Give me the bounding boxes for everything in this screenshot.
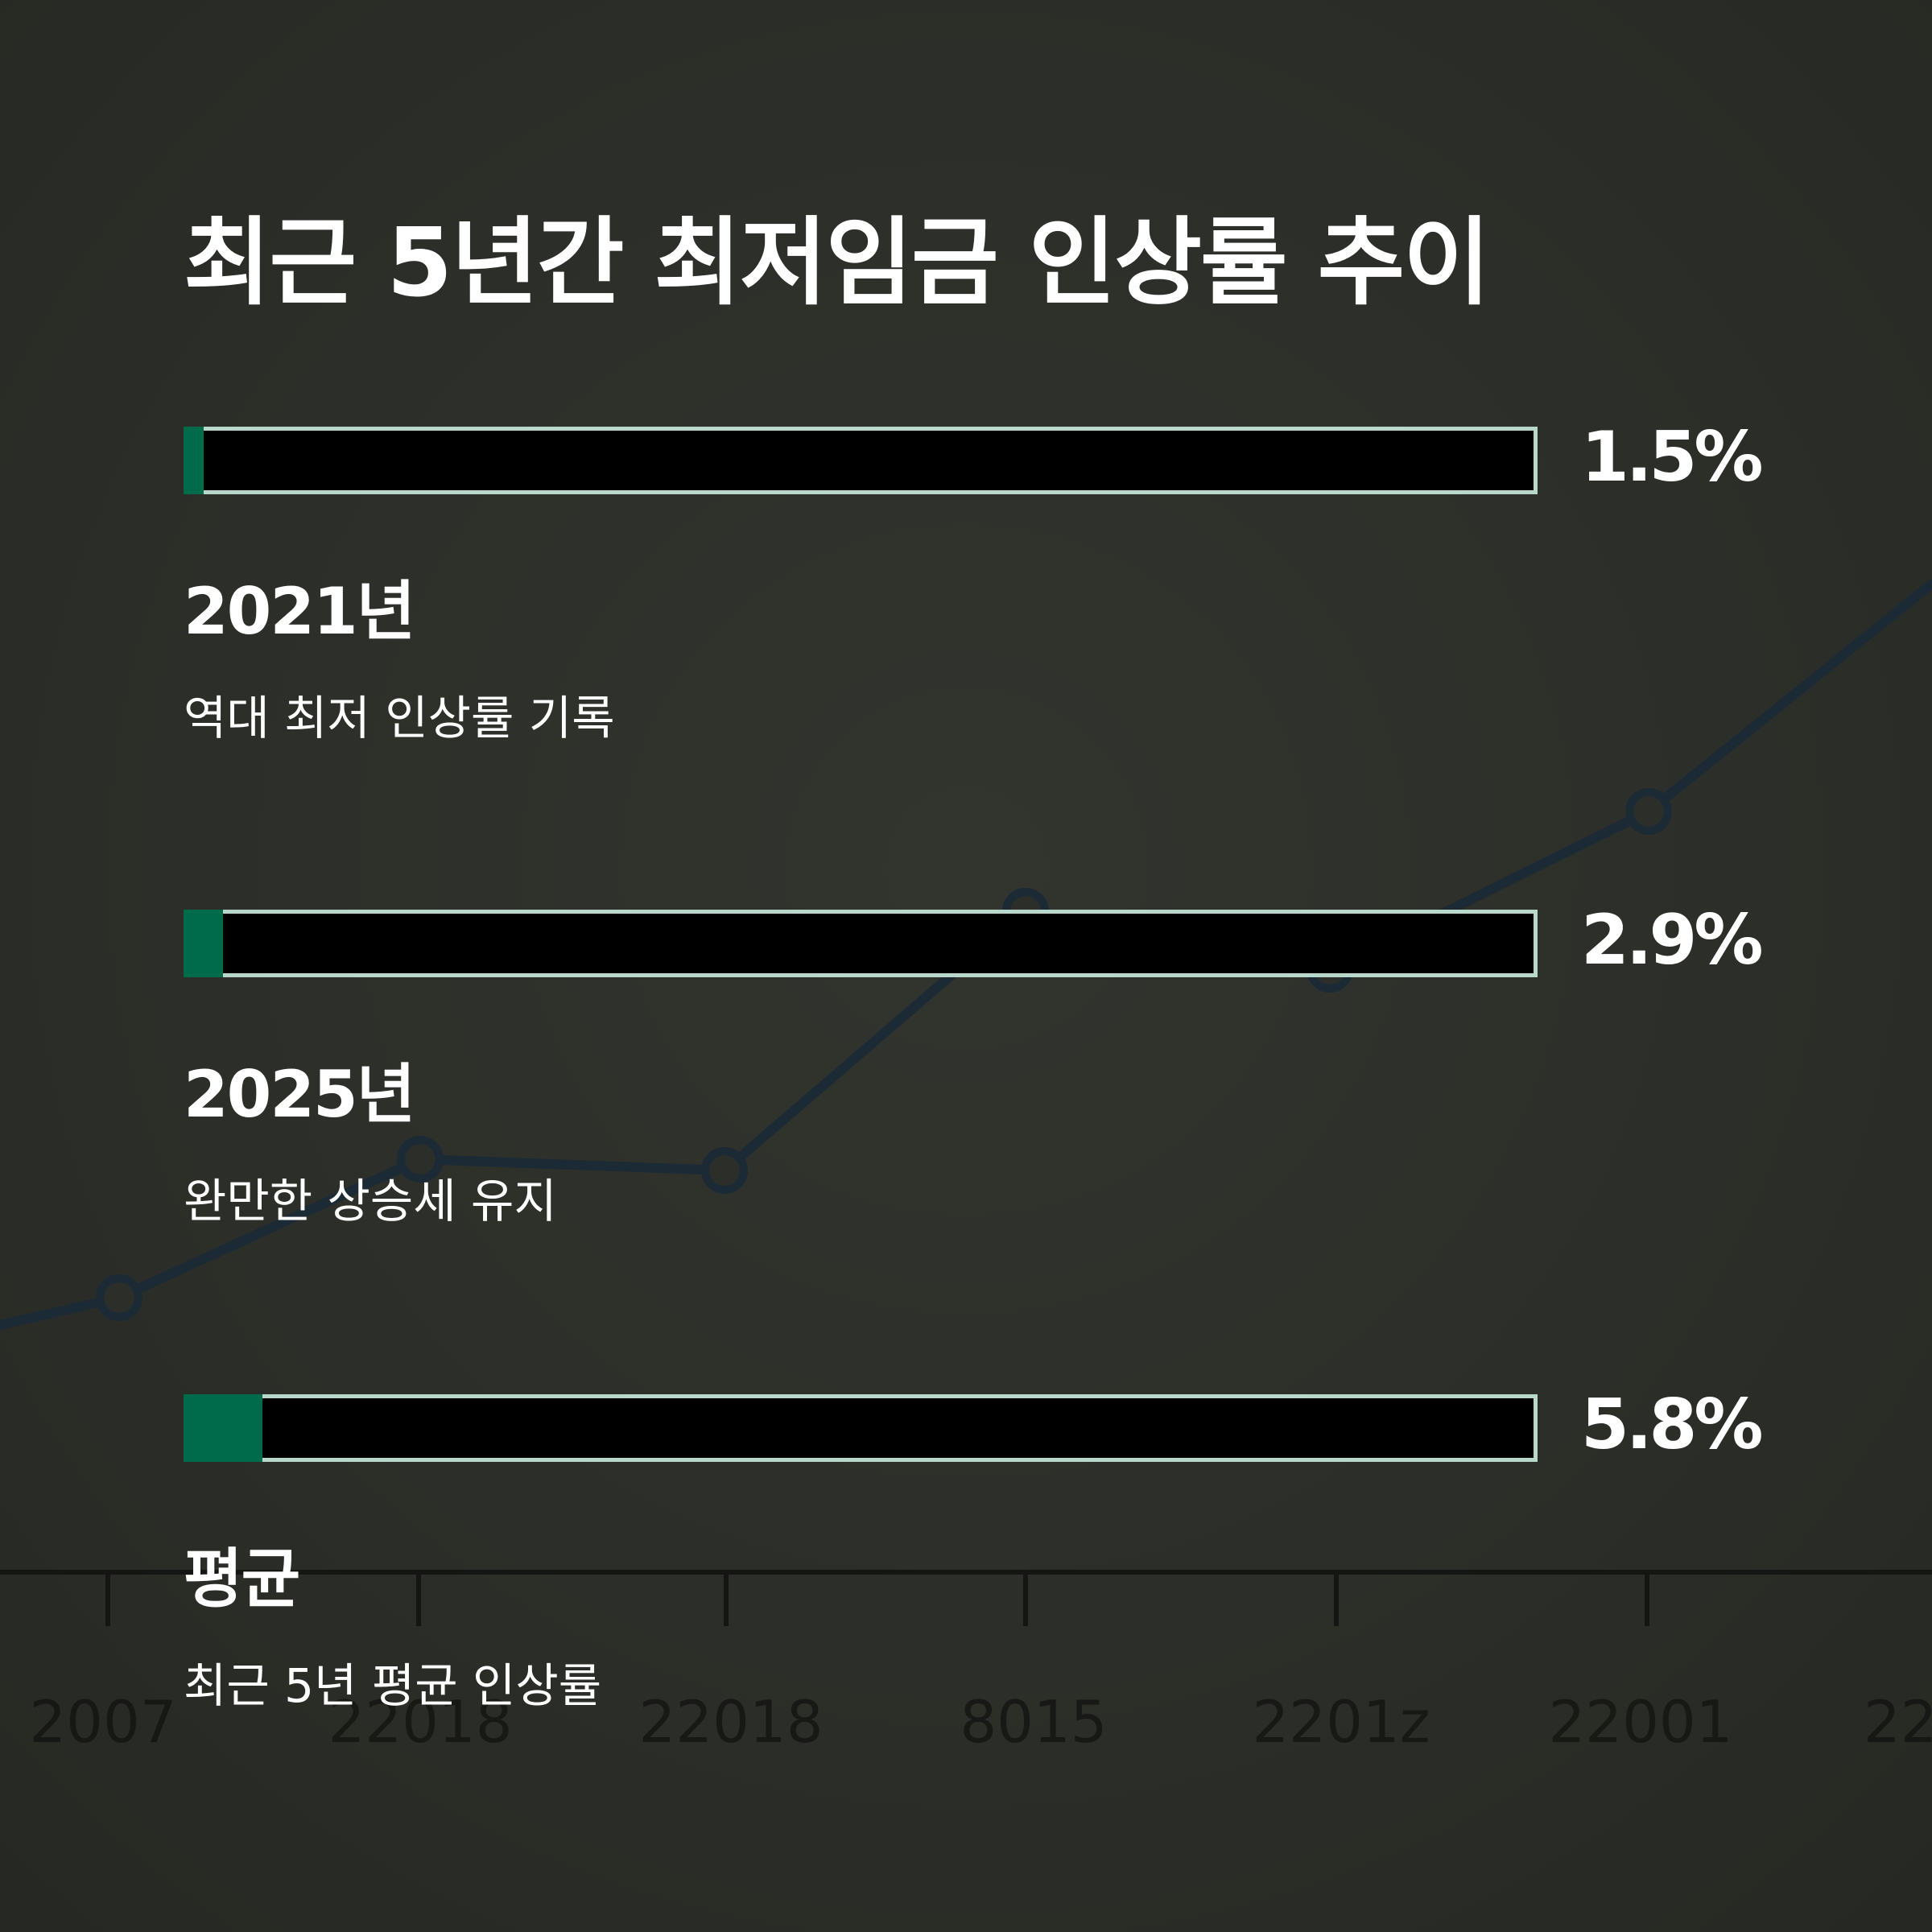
background-trend-line (0, 579, 1932, 1330)
infographic-title: 최근 5년간 최저임금 인상률 추이 (184, 207, 1491, 318)
background-data-point (397, 1136, 444, 1183)
bar-value-label: 5.8% (1581, 1385, 1764, 1465)
bar-value-label: 2.9% (1581, 900, 1764, 980)
background-tick-label: 8015 (960, 1688, 1107, 1756)
bar-track (184, 427, 1538, 494)
bar-description: 완만한 상승세 유지 (184, 1174, 557, 1228)
background-tick-label: 2201z (1252, 1688, 1430, 1756)
bar-item-2025: 2.9% 2025년 완만한 상승세 유지 (184, 900, 1764, 1248)
background-axis-ticks (105, 1572, 1649, 1626)
bar-track (184, 910, 1538, 977)
background-data-point (96, 1274, 142, 1321)
background-tick-label: 22001 (1548, 1688, 1732, 1756)
background-tick-label: 22 (1864, 1688, 1932, 1756)
background-tick-labels: 2007 22018 22018 8015 2201z 22001 22 (29, 1688, 1932, 1756)
bar-fill (184, 910, 223, 977)
bar-value-label: 1.5% (1581, 417, 1764, 497)
bar-item-2021: 1.5% 2021년 역대 최저 인상률 기록 (184, 417, 1764, 765)
bar-category-label: 2025년 (184, 1057, 415, 1132)
bar-track (184, 1394, 1538, 1462)
bar-description: 최근 5년 평균 인상률 (184, 1658, 602, 1713)
bar-category-label: 평균 (184, 1542, 300, 1616)
background-data-point (701, 1147, 748, 1194)
bar-description: 역대 최저 인상률 기록 (184, 691, 615, 745)
background-tick-label: 22018 (638, 1688, 823, 1756)
bar-category-label: 2021년 (184, 574, 415, 649)
background-data-point (1625, 788, 1672, 835)
bar-item-average: 5.8% 평균 최근 5년 평균 인상률 (184, 1385, 1764, 1732)
bar-fill (184, 427, 204, 494)
background-tick-label: 22018 (328, 1688, 512, 1756)
bar-fill (184, 1394, 262, 1462)
background-tick-label: 2007 (29, 1688, 176, 1756)
